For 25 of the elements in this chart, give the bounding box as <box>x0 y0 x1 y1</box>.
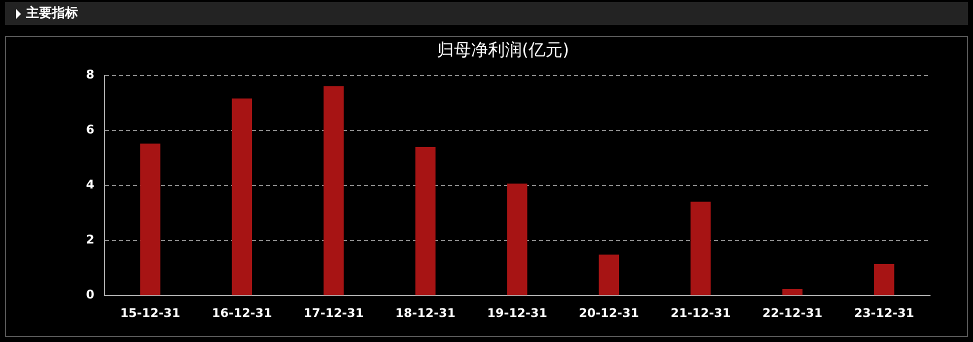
x-tick-label: 16-12-31 <box>212 306 272 320</box>
y-tick-label: 6 <box>86 122 94 137</box>
bar <box>782 288 802 296</box>
bar <box>324 86 344 296</box>
x-tick-label: 20-12-31 <box>578 306 639 320</box>
bar <box>690 202 711 296</box>
y-tick-label: 2 <box>86 232 94 247</box>
chart-title: 归母净利润(亿元) <box>436 40 570 61</box>
bar <box>598 254 620 296</box>
bar <box>507 184 528 296</box>
x-tick-label: 17-12-31 <box>304 306 364 320</box>
x-tick-label: 23-12-31 <box>854 306 914 320</box>
x-tick-label: 22-12-31 <box>762 306 822 320</box>
y-tick-label: 0 <box>86 288 94 302</box>
bar <box>874 264 894 296</box>
text: 主要指标 <box>26 4 78 23</box>
bar <box>415 146 436 296</box>
x-tick-label: 21-12-31 <box>670 306 731 320</box>
x-tick-label: 19-12-31 <box>487 306 548 320</box>
y-tick-label: 4 <box>86 178 94 192</box>
y-tick-label: 8 <box>86 68 94 82</box>
bar <box>232 98 252 296</box>
bar <box>140 144 160 296</box>
x-tick-label: 15-12-31 <box>120 306 180 320</box>
x-tick-label: 18-12-31 <box>395 306 456 320</box>
